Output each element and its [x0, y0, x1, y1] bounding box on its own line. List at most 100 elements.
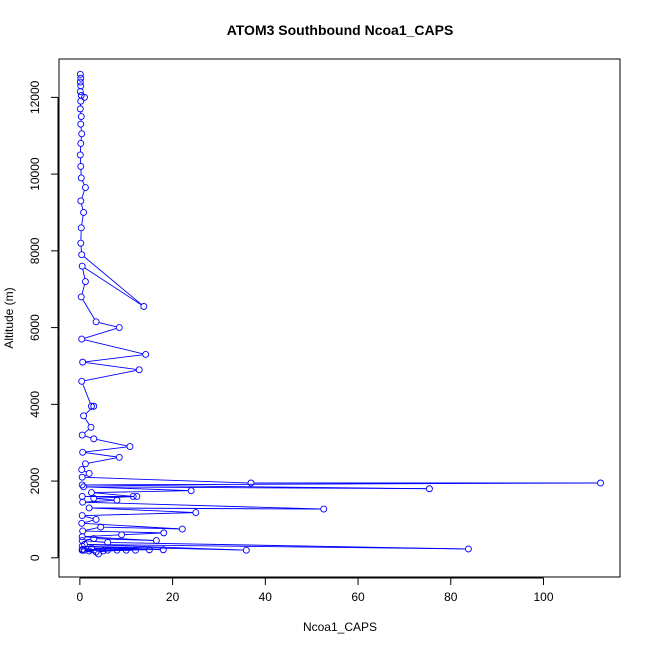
series-segment [94, 490, 189, 493]
y-axis-label: Altitude (m) [2, 287, 16, 348]
chart-title: ATOM3 Southbound Ncoa1_CAPS [227, 22, 454, 38]
data-point [80, 412, 88, 420]
series-segment [96, 498, 115, 501]
data-point [88, 402, 95, 410]
data-point [78, 481, 86, 489]
series-segment [96, 439, 128, 447]
series-segment [85, 499, 114, 503]
x-tick-label: 0 [77, 590, 84, 604]
data-point [76, 151, 84, 159]
y-tick-label: 0 [28, 554, 42, 561]
series-segment [85, 354, 143, 363]
series-segment [83, 256, 142, 305]
series-segment [82, 299, 95, 320]
series-segment [81, 203, 84, 210]
data-point [78, 473, 86, 481]
series-segment [84, 550, 96, 554]
series-segment [84, 435, 92, 439]
series-segment [96, 538, 154, 541]
data-point [79, 498, 87, 506]
data-point [133, 492, 141, 500]
data-point [187, 487, 195, 495]
data-point [81, 460, 89, 468]
series-segment [98, 322, 117, 328]
data-point [78, 262, 86, 270]
series-segment [84, 428, 90, 434]
data-point [88, 489, 95, 497]
data-point [77, 239, 85, 247]
series-segment [85, 512, 193, 516]
data-point [81, 93, 88, 101]
data-point [320, 505, 328, 513]
data-point [77, 113, 85, 121]
series-segment [84, 519, 94, 523]
series-segment [82, 383, 91, 404]
series-segment [85, 476, 248, 484]
data-point [79, 358, 87, 366]
data-point [78, 251, 86, 259]
data-point [78, 546, 86, 554]
series-segment [86, 486, 189, 492]
series-segment [92, 507, 193, 513]
data-point [135, 366, 143, 374]
data-point [90, 435, 98, 443]
data-point [113, 496, 121, 504]
data-point [140, 303, 148, 310]
data-point [81, 184, 89, 191]
data-point [97, 523, 105, 531]
data-point [92, 548, 100, 556]
data-point [425, 485, 433, 493]
x-tick-label: 80 [444, 590, 458, 604]
data-point [122, 546, 130, 554]
data-point [142, 351, 150, 358]
data-point [76, 88, 84, 96]
x-tick-label: 100 [533, 590, 553, 604]
data-point [92, 318, 100, 326]
data-point [92, 515, 100, 523]
data-point [78, 519, 86, 527]
series-segment [94, 492, 131, 497]
data-point [104, 546, 112, 554]
data-point [78, 377, 86, 385]
data-point [90, 494, 98, 502]
data-point [79, 448, 87, 456]
data-point [78, 431, 86, 439]
data-point [94, 550, 102, 558]
series-segment [81, 190, 85, 199]
series-segment [84, 267, 142, 306]
series-segment [85, 501, 321, 510]
data-point [78, 533, 86, 541]
series-segment [82, 180, 85, 185]
data-point [77, 224, 85, 232]
data-point [160, 529, 168, 537]
data-point [152, 537, 160, 544]
data-point [85, 547, 93, 555]
data-point [247, 479, 255, 487]
data-point [99, 547, 107, 555]
data-point [145, 546, 153, 554]
series-segment [85, 527, 98, 531]
y-tick-label: 10000 [28, 157, 42, 191]
series-segment [84, 515, 94, 520]
data-point [129, 492, 137, 500]
series-segment [103, 526, 180, 530]
data-point [76, 70, 84, 78]
data-point [113, 546, 121, 554]
data-point [115, 453, 123, 461]
x-tick-label: 60 [351, 590, 365, 604]
series-segment [87, 543, 466, 550]
data-point [85, 469, 93, 477]
data-point [132, 546, 139, 554]
data-point [115, 324, 123, 332]
data-point [81, 278, 89, 285]
data-point [76, 105, 84, 113]
y-tick-label: 8000 [28, 237, 42, 264]
series-segment [88, 457, 117, 464]
data-point [178, 525, 186, 533]
data-point [159, 546, 167, 554]
data-point [78, 335, 86, 343]
series-segment [84, 369, 137, 382]
y-tick-label: 4000 [28, 391, 42, 418]
